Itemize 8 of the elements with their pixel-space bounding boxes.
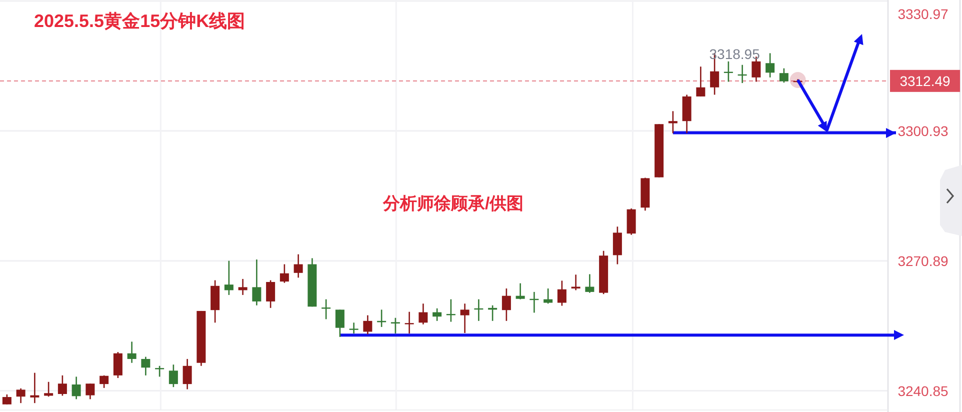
y-tick-label: 3300.93: [898, 122, 949, 139]
text: 2025.5.5黄金15分钟K线图: [34, 11, 246, 31]
annotation: 3318.95: [709, 46, 760, 62]
y-tick-label: 3270.89: [898, 252, 949, 269]
y-tick-label: 3330.97: [898, 6, 949, 22]
ref-line-label: 3312.49: [900, 72, 951, 89]
annotation: 分析师徐顾承/供图: [382, 194, 524, 213]
y-tick-label: 3240.85: [898, 382, 949, 399]
